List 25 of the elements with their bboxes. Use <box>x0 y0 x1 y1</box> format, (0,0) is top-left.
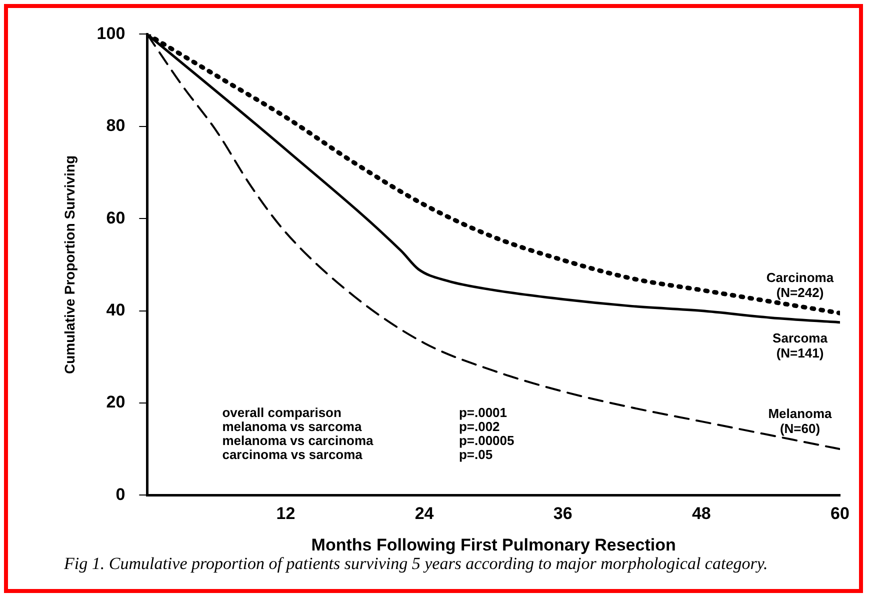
x-tick-label: 24 <box>414 504 434 524</box>
y-tick-label: 40 <box>106 300 126 320</box>
annotation: p=.00005 <box>458 432 514 448</box>
y-tick-label: 0 <box>116 484 126 504</box>
x-tick-label: 36 <box>553 504 572 524</box>
x-tick-label: 60 <box>830 504 850 524</box>
x-axis-title: Months Following First Pulmonary Resection <box>311 535 676 554</box>
series-label: Melanoma (N=60) <box>768 406 833 436</box>
series-label: Sarcoma (N=141) <box>772 330 828 360</box>
annotation: p=.002 <box>458 418 500 434</box>
series-label: Carcinoma (N=242) <box>766 270 834 300</box>
annotation: carcinoma vs sarcoma <box>222 446 364 462</box>
y-tick-label: 20 <box>106 392 126 412</box>
x-tick-label: 48 <box>692 504 711 524</box>
annotation: overall comparison <box>222 404 342 420</box>
annotation: melanoma vs carcinoma <box>222 432 374 448</box>
y-axis-title: Cumulative Proportion Surviving <box>61 155 78 374</box>
caption: Fig 1. Cumulative proportion of patients surviving 5 years according to major morphological category. <box>64 554 769 573</box>
y-tick-label: 80 <box>106 116 126 136</box>
annotation: p=.05 <box>458 446 493 462</box>
x-tick-label: 12 <box>276 504 296 524</box>
annotation: melanoma vs sarcoma <box>222 418 362 434</box>
y-tick-label: 60 <box>106 208 126 228</box>
annotation: p=.0001 <box>458 404 508 420</box>
y-tick-label: 100 <box>96 24 126 43</box>
